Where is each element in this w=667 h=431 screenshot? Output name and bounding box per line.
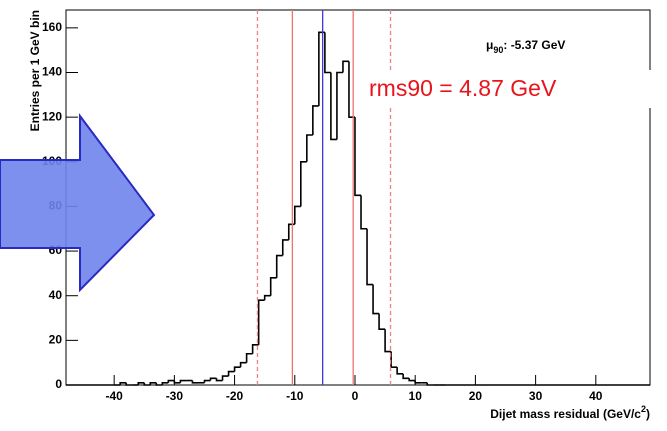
rms90-label: rms90 = 4.87 GeV (369, 75, 557, 101)
mu90-text: : -5.37 GeV (503, 38, 565, 52)
histogram-bin (161, 381, 169, 385)
histogram-bin (324, 32, 331, 74)
histogram-bin (137, 381, 145, 385)
x-axis-label-text: Dijet mass residual (GeV/c (490, 407, 641, 421)
histogram-bin (378, 313, 386, 330)
histogram-bin (125, 382, 133, 386)
x-tick-label: 20 (469, 389, 483, 403)
histogram-bin (336, 71, 343, 140)
plot-frame (65, 9, 651, 386)
histogram-bin (239, 361, 247, 368)
mu90-sub: 90 (493, 45, 503, 55)
x-tick-label: -30 (166, 389, 184, 403)
arrow (0, 112, 156, 293)
y-tick-label: 20 (49, 333, 63, 347)
histogram-bin (354, 117, 362, 197)
histogram-bin (306, 134, 313, 162)
histogram-bin (342, 60, 349, 73)
histogram-bin (300, 160, 307, 207)
histogram-bin (348, 61, 355, 118)
histogram-bin (402, 373, 410, 380)
y-tick-label: 140 (42, 65, 62, 79)
histogram-bin (293, 205, 301, 225)
histogram-bin (366, 228, 374, 286)
mu90-symbol: μ (486, 38, 493, 52)
y-axis-label: Entries per 1 GeV bin (28, 10, 42, 131)
y-tick-label: 40 (49, 288, 63, 302)
x-tick-label: 10 (409, 389, 423, 403)
histogram-bin (245, 352, 253, 363)
histogram-bin (372, 284, 380, 315)
x-tick-label: 0 (352, 389, 359, 403)
histogram-bin (191, 380, 199, 384)
histogram-bin (408, 378, 416, 382)
histogram-bin (384, 329, 392, 353)
histogram-bin (281, 239, 289, 256)
histogram-bin (149, 381, 157, 385)
y-tick-label: 0 (55, 377, 62, 391)
histogram-bin (155, 382, 163, 386)
y-tick-label: 160 (42, 20, 62, 34)
x-tick-label: -20 (226, 389, 244, 403)
mu90-label: μ90: -5.37 GeV (486, 38, 565, 55)
histogram-bin (275, 254, 283, 278)
histogram-bin (396, 367, 404, 375)
histogram-bin (269, 277, 277, 296)
histogram-bin (233, 366, 241, 372)
x-axis-label-sup: 2 (641, 404, 646, 414)
histogram-bin (257, 299, 265, 345)
x-tick-label: 30 (529, 389, 543, 403)
histogram-bin (173, 380, 181, 384)
y-tick-label: 120 (42, 109, 62, 123)
histogram-bin (179, 379, 187, 383)
histogram-bin (390, 351, 398, 368)
histogram-bin (119, 381, 127, 385)
x-axis-label: Dijet mass residual (GeV/c2) (490, 404, 650, 421)
histogram-bin (143, 382, 151, 386)
histogram-bin (167, 379, 175, 383)
histogram-bin (330, 72, 337, 141)
histogram-bin (312, 105, 319, 135)
x-tick-label: -40 (105, 389, 123, 403)
x-axis-label-end: ) (646, 407, 650, 421)
x-tick-label: -10 (286, 389, 304, 403)
histogram-bin (360, 195, 368, 230)
histogram-bin (209, 377, 217, 381)
x-tick-label: 40 (589, 389, 603, 403)
rms-background (356, 70, 667, 108)
histogram-bin (227, 370, 235, 377)
histogram-bin (221, 375, 229, 381)
histogram-bin (318, 31, 325, 106)
histogram-bin (414, 380, 422, 384)
histogram-bin (215, 378, 223, 382)
histogram-bin (203, 379, 211, 383)
histogram-bin (426, 382, 434, 386)
histogram-bin (263, 294, 271, 301)
histogram-bin (251, 344, 259, 354)
